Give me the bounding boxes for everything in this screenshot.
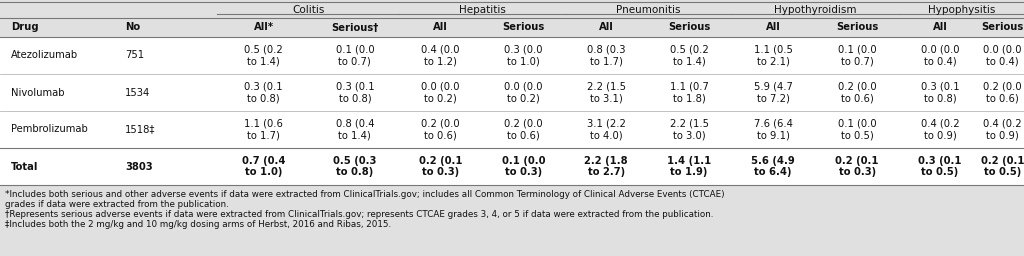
Text: 0.7 (0.4
to 1.0): 0.7 (0.4 to 1.0) — [242, 156, 286, 177]
Text: Total: Total — [11, 162, 39, 172]
Text: 0.2 (0.1
to 0.3): 0.2 (0.1 to 0.3) — [419, 156, 462, 177]
Text: 0.4 (0.2
to 0.9): 0.4 (0.2 to 0.9) — [921, 119, 959, 140]
Text: 0.5 (0.2
to 1.4): 0.5 (0.2 to 1.4) — [245, 45, 283, 66]
Text: 0.3 (0.1
to 0.8): 0.3 (0.1 to 0.8) — [245, 82, 283, 103]
Text: 1.1 (0.6
to 1.7): 1.1 (0.6 to 1.7) — [245, 119, 283, 140]
Text: 5.6 (4.9
to 6.4): 5.6 (4.9 to 6.4) — [752, 156, 795, 177]
Text: 751: 751 — [125, 50, 144, 60]
Text: 0.1 (0.0
to 0.3): 0.1 (0.0 to 0.3) — [502, 156, 545, 177]
Text: 5.9 (4.7
to 7.2): 5.9 (4.7 to 7.2) — [754, 82, 793, 103]
Text: 3803: 3803 — [125, 162, 153, 172]
Text: 0.3 (0.1
to 0.8): 0.3 (0.1 to 0.8) — [921, 82, 959, 103]
Text: 1.1 (0.7
to 1.8): 1.1 (0.7 to 1.8) — [670, 82, 709, 103]
Text: 0.1 (0.0
to 0.5): 0.1 (0.0 to 0.5) — [838, 119, 877, 140]
Text: 2.2 (1.5
to 3.1): 2.2 (1.5 to 3.1) — [587, 82, 626, 103]
Text: 2.2 (1.5
to 3.0): 2.2 (1.5 to 3.0) — [670, 119, 709, 140]
Text: All*: All* — [254, 23, 273, 33]
Text: 0.3 (0.1
to 0.8): 0.3 (0.1 to 0.8) — [336, 82, 374, 103]
Text: Hypophysitis: Hypophysitis — [928, 5, 995, 15]
Text: 0.2 (0.0
to 0.6): 0.2 (0.0 to 0.6) — [838, 82, 877, 103]
Bar — [0, 37, 1024, 185]
Text: 1518‡: 1518‡ — [125, 124, 156, 134]
Text: 0.0 (0.0
to 0.4): 0.0 (0.0 to 0.4) — [921, 45, 959, 66]
Text: 0.2 (0.1
to 0.3): 0.2 (0.1 to 0.3) — [836, 156, 879, 177]
Text: Nivolumab: Nivolumab — [11, 88, 65, 98]
Text: 0.2 (0.1
to 0.5): 0.2 (0.1 to 0.5) — [981, 156, 1024, 177]
Text: Colitis: Colitis — [292, 5, 325, 15]
Text: No: No — [125, 23, 140, 33]
Text: 1.4 (1.1
to 1.9): 1.4 (1.1 to 1.9) — [667, 156, 712, 177]
Text: 0.5 (0.2
to 1.4): 0.5 (0.2 to 1.4) — [670, 45, 709, 66]
Text: 0.0 (0.0
to 0.4): 0.0 (0.0 to 0.4) — [983, 45, 1022, 66]
Text: 0.0 (0.0
to 0.2): 0.0 (0.0 to 0.2) — [504, 82, 543, 103]
Text: Pembrolizumab: Pembrolizumab — [11, 124, 88, 134]
Text: 0.0 (0.0
to 0.2): 0.0 (0.0 to 0.2) — [421, 82, 460, 103]
Text: Drug: Drug — [11, 23, 39, 33]
Text: *Includes both serious and other adverse events if data were extracted from Clin: *Includes both serious and other adverse… — [5, 190, 725, 199]
Text: ‡Includes both the 2 mg/kg and 10 mg/kg dosing arms of Herbst, 2016 and Ribas, 2: ‡Includes both the 2 mg/kg and 10 mg/kg … — [5, 220, 391, 229]
Text: Serious†: Serious† — [331, 23, 379, 33]
Text: 1.1 (0.5
to 2.1): 1.1 (0.5 to 2.1) — [754, 45, 793, 66]
Text: 0.3 (0.1
to 0.5): 0.3 (0.1 to 0.5) — [919, 156, 962, 177]
Text: All: All — [433, 23, 447, 33]
Text: 0.1 (0.0
to 0.7): 0.1 (0.0 to 0.7) — [336, 45, 374, 66]
Text: 0.8 (0.3
to 1.7): 0.8 (0.3 to 1.7) — [587, 45, 626, 66]
Text: 0.8 (0.4
to 1.4): 0.8 (0.4 to 1.4) — [336, 119, 374, 140]
Text: 0.1 (0.0
to 0.7): 0.1 (0.0 to 0.7) — [838, 45, 877, 66]
Text: 7.6 (6.4
to 9.1): 7.6 (6.4 to 9.1) — [754, 119, 793, 140]
Text: †Represents serious adverse events if data were extracted from ClinicalTrials.go: †Represents serious adverse events if da… — [5, 210, 714, 219]
Text: 0.3 (0.0
to 1.0): 0.3 (0.0 to 1.0) — [504, 45, 543, 66]
Text: Serious: Serious — [502, 23, 545, 33]
Text: Serious: Serious — [836, 23, 879, 33]
Text: 0.2 (0.0
to 0.6): 0.2 (0.0 to 0.6) — [504, 119, 543, 140]
Text: 0.4 (0.2
to 0.9): 0.4 (0.2 to 0.9) — [983, 119, 1022, 140]
Text: Serious: Serious — [668, 23, 711, 33]
Text: 2.2 (1.8
to 2.7): 2.2 (1.8 to 2.7) — [585, 156, 628, 177]
Text: Serious: Serious — [981, 23, 1024, 33]
Text: Atezolizumab: Atezolizumab — [11, 50, 79, 60]
Bar — [0, 2, 1024, 18]
Text: Hypothyroidism: Hypothyroidism — [774, 5, 856, 15]
Text: grades if data were extracted from the publication.: grades if data were extracted from the p… — [5, 200, 229, 209]
Text: 0.4 (0.0
to 1.2): 0.4 (0.0 to 1.2) — [421, 45, 460, 66]
Text: Pneumonitis: Pneumonitis — [616, 5, 680, 15]
Text: All: All — [599, 23, 613, 33]
Text: 0.2 (0.0
to 0.6): 0.2 (0.0 to 0.6) — [421, 119, 460, 140]
Text: 1534: 1534 — [125, 88, 151, 98]
Text: 3.1 (2.2
to 4.0): 3.1 (2.2 to 4.0) — [587, 119, 626, 140]
Text: All: All — [933, 23, 947, 33]
Text: 0.5 (0.3
to 0.8): 0.5 (0.3 to 0.8) — [333, 156, 377, 177]
Text: 0.2 (0.0
to 0.6): 0.2 (0.0 to 0.6) — [983, 82, 1022, 103]
Text: Hepatitis: Hepatitis — [459, 5, 506, 15]
Text: All: All — [766, 23, 780, 33]
